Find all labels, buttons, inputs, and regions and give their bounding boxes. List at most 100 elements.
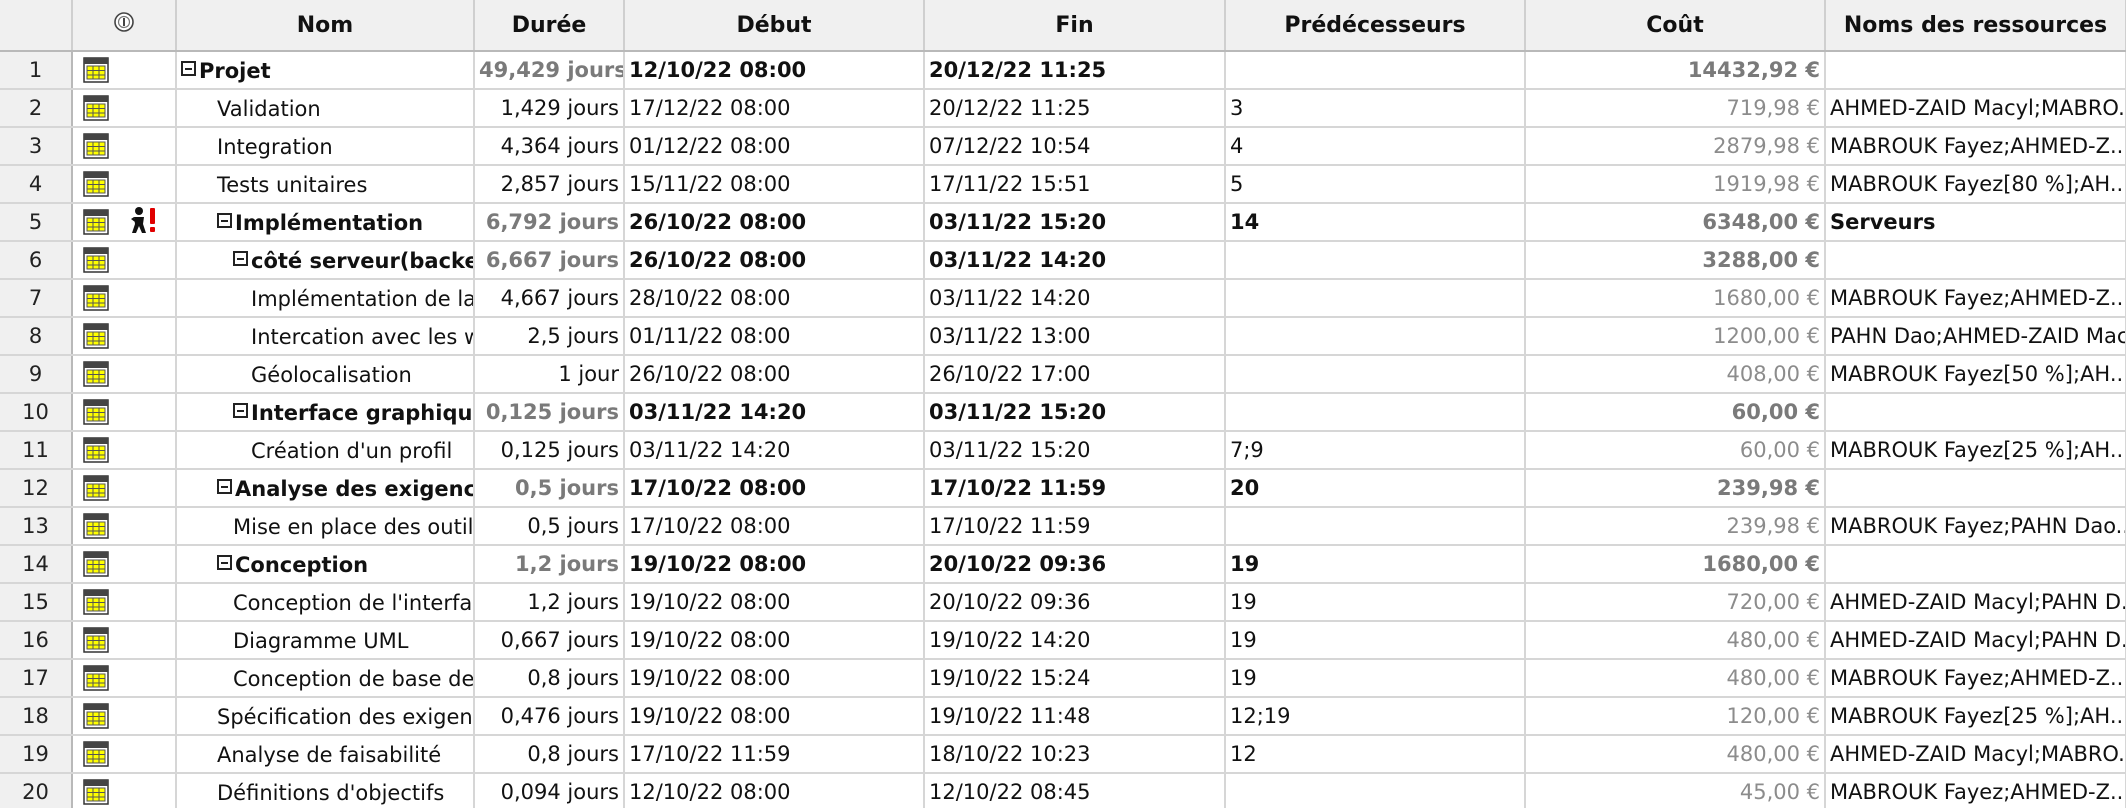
task-row-3[interactable]: 3 Integration 4,364 jours 01/12/22 08:00…: [0, 127, 2126, 166]
start-date-cell[interactable]: 15/11/22 08:00: [624, 165, 925, 204]
duration-cell[interactable]: 0,476 jours: [474, 697, 625, 736]
row-id[interactable]: 13: [0, 507, 73, 546]
task-name-cell[interactable]: Interface graphique: [176, 393, 475, 432]
select-all-corner[interactable]: [0, 0, 73, 52]
finish-date-cell[interactable]: 03/11/22 14:20: [924, 241, 1226, 280]
resource-names-cell[interactable]: MABROUK Fayez[25 %];AH...: [1825, 697, 2126, 736]
task-row-9[interactable]: 9 Géolocalisation 1 jour 26/10/22 08:00 …: [0, 355, 2126, 394]
resource-names-cell[interactable]: [1825, 469, 2126, 508]
duration-cell[interactable]: 1,2 jours: [474, 583, 625, 622]
row-id[interactable]: 20: [0, 773, 73, 808]
finish-date-cell[interactable]: 12/10/22 08:45: [924, 773, 1226, 808]
collapse-toggle-icon[interactable]: [217, 213, 232, 228]
row-id[interactable]: 10: [0, 393, 73, 432]
finish-date-cell[interactable]: 20/10/22 09:36: [924, 583, 1226, 622]
task-row-7[interactable]: 7 Implémentation de la ba 4,667 jours 28…: [0, 279, 2126, 318]
finish-date-cell[interactable]: 17/11/22 15:51: [924, 165, 1226, 204]
resource-overallocation-icon[interactable]: [130, 206, 160, 239]
task-row-4[interactable]: 4 Tests unitaires 2,857 jours 15/11/22 0…: [0, 165, 2126, 204]
resource-names-cell[interactable]: MABROUK Fayez;AHMED-Z...: [1825, 659, 2126, 698]
duration-cell[interactable]: 4,667 jours: [474, 279, 625, 318]
resource-names-cell[interactable]: MABROUK Fayez;AHMED-Z...: [1825, 279, 2126, 318]
predecessors-cell[interactable]: [1225, 51, 1526, 90]
duration-cell[interactable]: 0,667 jours: [474, 621, 625, 660]
predecessors-cell[interactable]: 19: [1225, 659, 1526, 698]
start-date-cell[interactable]: 01/11/22 08:00: [624, 317, 925, 356]
row-id[interactable]: 11: [0, 431, 73, 470]
start-date-cell[interactable]: 17/10/22 08:00: [624, 469, 925, 508]
predecessors-cell[interactable]: 7;9: [1225, 431, 1526, 470]
duration-cell[interactable]: 0,125 jours: [474, 393, 625, 432]
task-name-cell[interactable]: Integration: [176, 127, 475, 166]
resource-names-cell[interactable]: [1825, 545, 2126, 584]
task-name-cell[interactable]: Projet: [176, 51, 475, 90]
cost-cell[interactable]: 60,00 €: [1525, 393, 1826, 432]
row-id[interactable]: 3: [0, 127, 73, 166]
task-name-cell[interactable]: Diagramme UML: [176, 621, 475, 660]
predecessors-cell[interactable]: 19: [1225, 545, 1526, 584]
task-row-12[interactable]: 12 Analyse des exigences 0,5 jours 17/10…: [0, 469, 2126, 508]
task-row-2[interactable]: 2 Validation 1,429 jours 17/12/22 08:00 …: [0, 89, 2126, 128]
resource-names-cell[interactable]: MABROUK Fayez[50 %];AH...: [1825, 355, 2126, 394]
finish-date-cell[interactable]: 20/10/22 09:36: [924, 545, 1226, 584]
duration-cell[interactable]: 6,792 jours: [474, 203, 625, 242]
resource-names-cell[interactable]: MABROUK Fayez[25 %];AH...: [1825, 431, 2126, 470]
cost-cell[interactable]: 480,00 €: [1525, 659, 1826, 698]
cost-cell[interactable]: 120,00 €: [1525, 697, 1826, 736]
column-header-nom[interactable]: Nom: [176, 0, 475, 52]
task-name-cell[interactable]: Spécification des exigences: [176, 697, 475, 736]
row-id[interactable]: 17: [0, 659, 73, 698]
row-id[interactable]: 2: [0, 89, 73, 128]
finish-date-cell[interactable]: 03/11/22 14:20: [924, 279, 1226, 318]
collapse-toggle-icon[interactable]: [233, 251, 248, 266]
start-date-cell[interactable]: 03/11/22 14:20: [624, 431, 925, 470]
task-name-cell[interactable]: Implémentation de la ba: [176, 279, 475, 318]
finish-date-cell[interactable]: 26/10/22 17:00: [924, 355, 1226, 394]
resource-names-cell[interactable]: MABROUK Fayez;AHMED-Z...: [1825, 773, 2126, 808]
cost-cell[interactable]: 239,98 €: [1525, 507, 1826, 546]
predecessors-cell[interactable]: 12;19: [1225, 697, 1526, 736]
task-name-cell[interactable]: Conception: [176, 545, 475, 584]
start-date-cell[interactable]: 26/10/22 08:00: [624, 355, 925, 394]
cost-cell[interactable]: 408,00 €: [1525, 355, 1826, 394]
collapse-toggle-icon[interactable]: [181, 61, 196, 76]
cost-cell[interactable]: 719,98 €: [1525, 89, 1826, 128]
predecessors-cell[interactable]: [1225, 279, 1526, 318]
start-date-cell[interactable]: 01/12/22 08:00: [624, 127, 925, 166]
task-name-cell[interactable]: côté serveur(backend: [176, 241, 475, 280]
cost-cell[interactable]: 45,00 €: [1525, 773, 1826, 808]
cost-cell[interactable]: 480,00 €: [1525, 621, 1826, 660]
resource-names-cell[interactable]: AHMED-ZAID Macyl;MABRO...: [1825, 735, 2126, 774]
task-row-18[interactable]: 18 Spécification des exigences 0,476 jou…: [0, 697, 2126, 736]
start-date-cell[interactable]: 28/10/22 08:00: [624, 279, 925, 318]
column-header-duree[interactable]: Durée: [474, 0, 625, 52]
row-id[interactable]: 16: [0, 621, 73, 660]
resource-names-cell[interactable]: [1825, 51, 2126, 90]
resource-names-cell[interactable]: MABROUK Fayez[80 %];AH...: [1825, 165, 2126, 204]
cost-cell[interactable]: 2879,98 €: [1525, 127, 1826, 166]
cost-cell[interactable]: 6348,00 €: [1525, 203, 1826, 242]
finish-date-cell[interactable]: 19/10/22 14:20: [924, 621, 1226, 660]
start-date-cell[interactable]: 19/10/22 08:00: [624, 621, 925, 660]
task-name-cell[interactable]: Géolocalisation: [176, 355, 475, 394]
resource-names-cell[interactable]: MABROUK Fayez;AHMED-Z...: [1825, 127, 2126, 166]
finish-date-cell[interactable]: 18/10/22 10:23: [924, 735, 1226, 774]
task-row-17[interactable]: 17 Conception de base de d 0,8 jours 19/…: [0, 659, 2126, 698]
row-id[interactable]: 15: [0, 583, 73, 622]
resource-names-cell[interactable]: Serveurs: [1825, 203, 2126, 242]
task-row-15[interactable]: 15 Conception de l'interface 1,2 jours 1…: [0, 583, 2126, 622]
collapse-toggle-icon[interactable]: [233, 403, 248, 418]
cost-cell[interactable]: 60,00 €: [1525, 431, 1826, 470]
row-id[interactable]: 1: [0, 51, 73, 90]
start-date-cell[interactable]: 17/10/22 08:00: [624, 507, 925, 546]
start-date-cell[interactable]: 19/10/22 08:00: [624, 583, 925, 622]
collapse-toggle-icon[interactable]: [217, 555, 232, 570]
start-date-cell[interactable]: 12/10/22 08:00: [624, 773, 925, 808]
task-row-8[interactable]: 8 Intercation avec les we 2,5 jours 01/1…: [0, 317, 2126, 356]
duration-cell[interactable]: 1,2 jours: [474, 545, 625, 584]
finish-date-cell[interactable]: 17/10/22 11:59: [924, 469, 1226, 508]
predecessors-cell[interactable]: 5: [1225, 165, 1526, 204]
resource-names-cell[interactable]: AHMED-ZAID Macyl;PAHN D...: [1825, 583, 2126, 622]
predecessors-cell[interactable]: [1225, 393, 1526, 432]
column-header-predecesseurs[interactable]: Prédécesseurs: [1225, 0, 1526, 52]
